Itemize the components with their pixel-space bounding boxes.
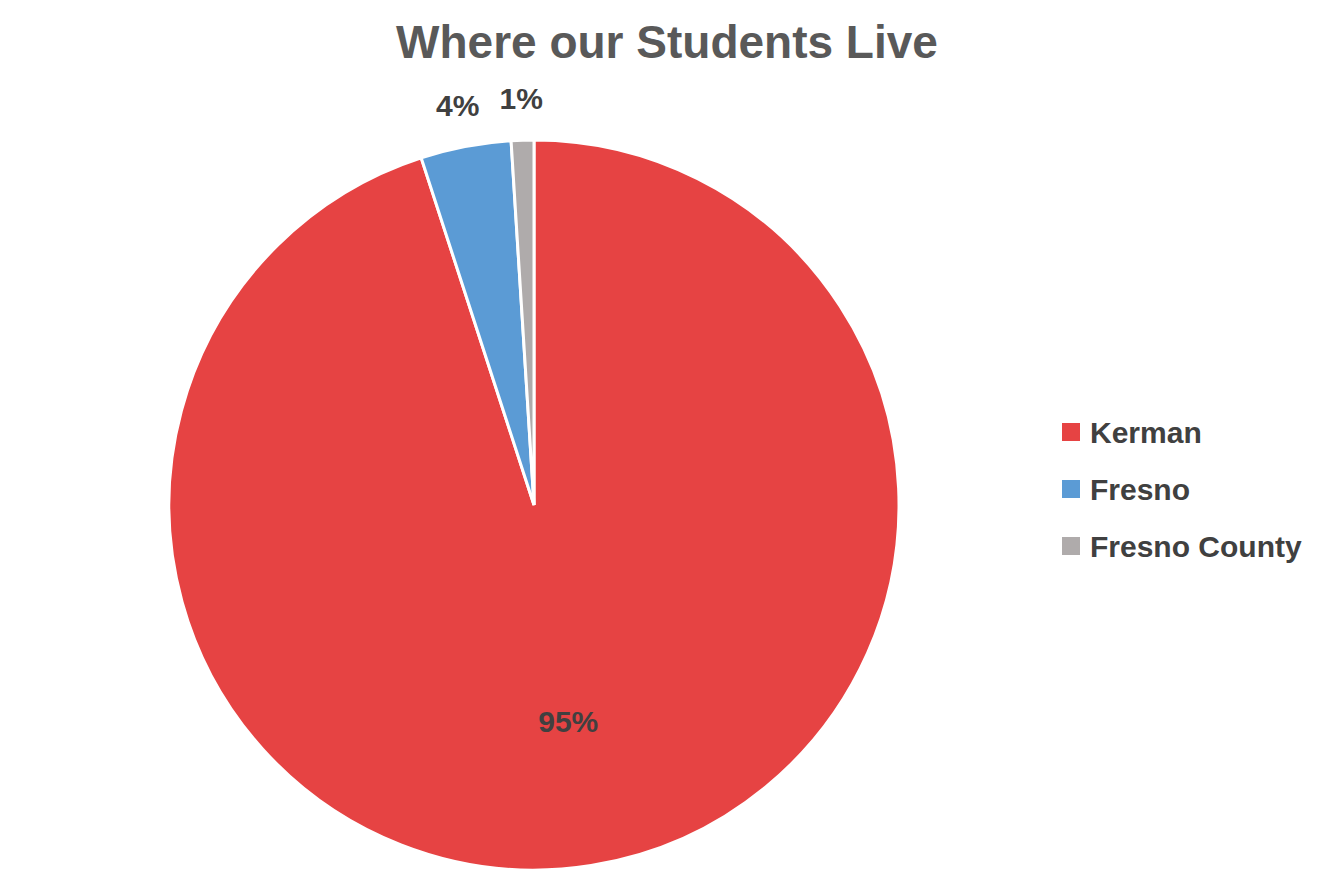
legend: Kerman Fresno Fresno County [1062,416,1302,563]
data-labels: 95% 4% 1% [436,82,598,738]
pie-slice [169,140,899,870]
legend-swatch [1062,423,1080,441]
pie [169,140,899,870]
pie-slice [511,140,534,505]
legend-swatch [1062,480,1080,498]
chart: Where our Students Live 95% 4% 1% Kerman Fres… [0,0,1334,889]
legend-label: Fresno [1090,473,1190,506]
legend-swatch [1062,537,1080,555]
data-label: 95% [538,705,598,738]
data-label: 4% [436,89,479,122]
title: Where our Students Live [396,16,938,68]
data-label: 1% [500,82,543,115]
legend-label: Fresno County [1090,530,1302,563]
legend-label: Kerman [1090,416,1202,449]
pie-slice [421,141,534,505]
